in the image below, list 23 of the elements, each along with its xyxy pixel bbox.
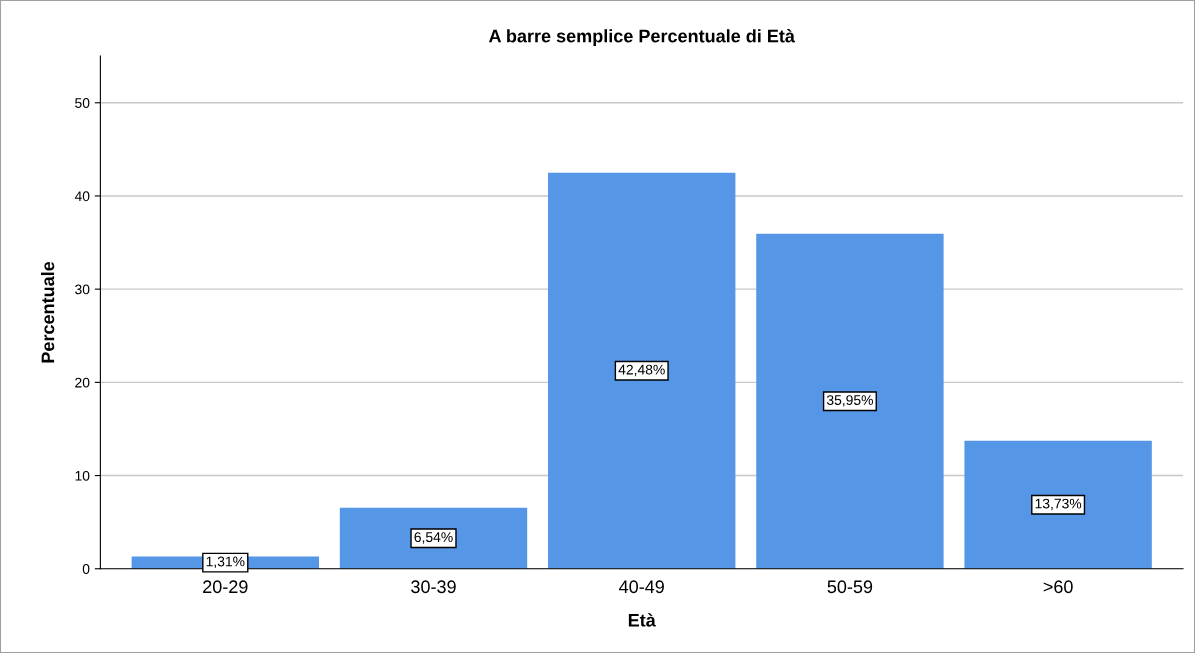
y-tick-label: 20 xyxy=(75,377,90,388)
y-tick-label: 50 xyxy=(75,98,90,108)
y-tick-label: 30 xyxy=(75,284,90,295)
x-tick-label: 20-29 xyxy=(203,580,248,594)
bar xyxy=(339,507,528,569)
data-label: 35,95% xyxy=(826,395,873,407)
x-tick-label: >60 xyxy=(1043,580,1073,594)
y-tick-label: 10 xyxy=(75,470,90,481)
data-label: 6,54% xyxy=(414,532,453,544)
y-tick-label: 0 xyxy=(82,564,90,574)
x-tick-label: 40-49 xyxy=(619,580,664,594)
y-axis-title: Percentuale xyxy=(41,261,55,363)
data-label: 13,73% xyxy=(1035,498,1082,511)
bar xyxy=(964,440,1152,569)
y-tick-label: 40 xyxy=(74,191,90,202)
chart-title: A barre semplice Percentuale di Età xyxy=(488,29,795,47)
x-tick-label: 30-39 xyxy=(411,580,456,594)
bar xyxy=(756,233,944,569)
data-label: 1,31% xyxy=(206,556,245,569)
x-tick-label: 50-59 xyxy=(827,580,873,594)
data-label: 42,48% xyxy=(618,364,665,377)
bar xyxy=(548,172,736,569)
x-axis-title: Età xyxy=(628,613,656,627)
